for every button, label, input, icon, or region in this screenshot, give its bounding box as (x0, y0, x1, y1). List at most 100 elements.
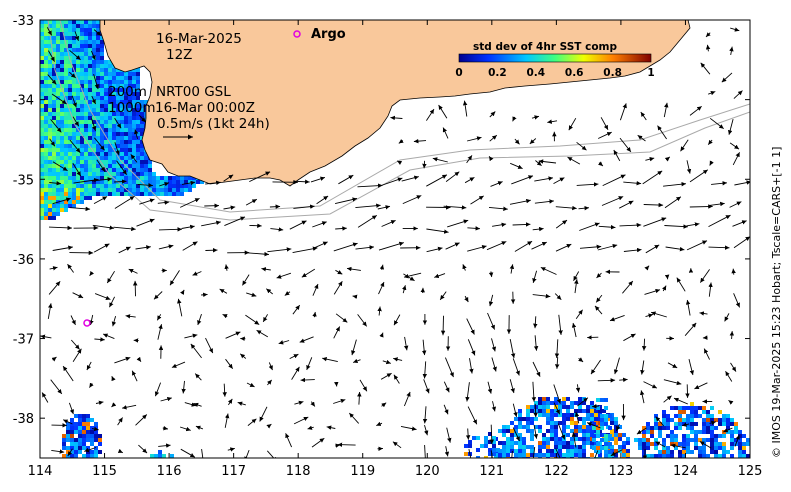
sst-pixel (44, 180, 48, 184)
sst-pixel (48, 108, 52, 112)
current-vector (94, 293, 111, 300)
sst-pixel (120, 168, 124, 172)
sst-pixel (742, 454, 746, 458)
sst-pixel (76, 152, 80, 156)
sst-pixel (546, 405, 550, 409)
current-vector (50, 119, 62, 133)
sst-pixel (578, 409, 582, 413)
sst-pixel (706, 426, 710, 430)
current-vector (694, 382, 708, 390)
current-vector (708, 214, 731, 227)
sst-pixel (140, 152, 144, 156)
sst-pixel (92, 84, 96, 88)
sst-pixel (608, 454, 612, 458)
sst-pixel (670, 438, 674, 442)
sst-pixel (56, 112, 60, 116)
sst-stddev-field-south (62, 397, 750, 458)
sst-pixel (160, 188, 164, 192)
sst-pixel (76, 96, 80, 100)
current-vector (424, 444, 426, 458)
x-tick-label: 120 (415, 464, 440, 479)
sst-pixel (128, 80, 132, 84)
sst-pixel (662, 450, 666, 454)
sst-pixel (546, 437, 550, 441)
current-vector (732, 220, 747, 227)
current-vector (663, 379, 682, 386)
sst-pixel (60, 32, 64, 36)
sst-pixel (642, 438, 646, 442)
sst-pixel (64, 184, 68, 188)
sst-pixel (690, 402, 694, 406)
sst-pixel (120, 164, 124, 168)
current-vector (333, 326, 341, 339)
sst-pixel (84, 20, 88, 24)
current-vector (462, 100, 468, 117)
sst-pixel (124, 96, 128, 100)
sst-pixel (530, 437, 534, 441)
sst-pixel (56, 212, 60, 216)
sst-pixel (112, 116, 116, 120)
sst-pixel (92, 112, 96, 116)
sst-pixel (104, 60, 108, 64)
current-vector (67, 263, 74, 273)
sst-pixel (52, 20, 56, 24)
sst-pixel (40, 64, 44, 68)
sst-pixel (642, 446, 646, 450)
sst-pixel (718, 434, 722, 438)
sst-pixel (60, 112, 64, 116)
current-vector (645, 157, 655, 162)
sst-pixel (128, 132, 132, 136)
sst-pixel (44, 100, 48, 104)
sst-pixel (128, 104, 132, 108)
sst-pixel (116, 80, 120, 84)
sst-pixel (140, 164, 144, 168)
sst-pixel (64, 36, 68, 40)
sst-pixel (702, 418, 706, 422)
sst-pixel (108, 64, 112, 68)
sst-pixel (722, 446, 726, 450)
sst-pixel (546, 409, 550, 413)
sst-pixel (96, 48, 100, 52)
current-vector (532, 226, 544, 232)
sst-pixel (80, 164, 84, 168)
sst-pixel (156, 184, 160, 188)
sst-pixel (76, 136, 80, 140)
current-vector (84, 447, 97, 453)
current-vector (509, 264, 515, 274)
sst-pixel (104, 96, 108, 100)
sst-pixel (88, 48, 92, 52)
current-vector (402, 285, 407, 294)
sst-pixel (44, 52, 48, 56)
sst-pixel (124, 148, 128, 152)
sst-pixel (566, 409, 570, 413)
sst-pixel (60, 148, 64, 152)
current-vector (335, 313, 348, 323)
sst-pixel (116, 132, 120, 136)
current-vector (642, 170, 663, 185)
sst-pixel (682, 442, 686, 446)
current-vector (540, 266, 557, 275)
sst-pixel (94, 454, 98, 458)
sst-pixel (132, 88, 136, 92)
sst-pixel (136, 192, 140, 196)
sst-pixel (738, 454, 742, 458)
current-vector (650, 311, 667, 318)
sst-pixel (116, 92, 120, 96)
current-vector (157, 200, 170, 205)
current-vector (469, 358, 474, 374)
sst-pixel (78, 426, 82, 430)
sst-pixel (158, 454, 162, 458)
sst-pixel (56, 80, 60, 84)
sst-pixel (144, 176, 148, 180)
sst-pixel (738, 430, 742, 434)
sst-pixel (44, 96, 48, 100)
sst-pixel (690, 414, 694, 418)
sst-pixel (188, 180, 192, 184)
sst-pixel (104, 156, 108, 160)
sst-pixel (88, 40, 92, 44)
sst-pixel (104, 148, 108, 152)
current-vector (512, 427, 521, 442)
sst-pixel (78, 422, 82, 426)
sst-pixel (88, 84, 92, 88)
current-vector (355, 203, 381, 209)
